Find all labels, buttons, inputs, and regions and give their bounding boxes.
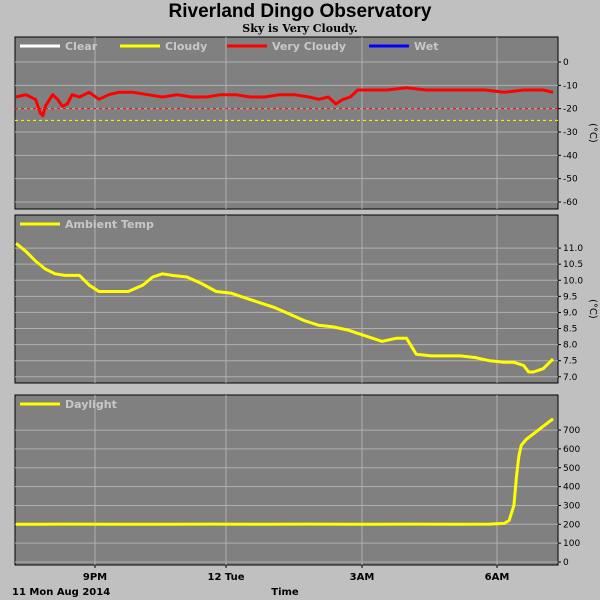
y-tick-label: 10.0 (563, 276, 583, 286)
y-tick-label: 8.0 (563, 341, 578, 351)
y-tick-label: 0 (563, 58, 569, 68)
panel-background-sky (14, 36, 559, 210)
y-tick-label: 0 (563, 558, 569, 568)
legend-label: Wet (414, 40, 438, 53)
legend-label: Clear (65, 40, 98, 53)
y-tick-label: 9.5 (563, 292, 577, 302)
page-title: Riverland Dingo Observatory (168, 1, 432, 22)
x-tick-label: 12 Tue (207, 572, 244, 583)
y-tick-label: 400 (563, 483, 580, 493)
y-tick-label: 10.5 (563, 260, 583, 270)
y-axis-unit-label: (°C) (587, 299, 598, 319)
y-tick-label: 700 (563, 426, 580, 436)
sky-status-subtitle: Sky is Very Cloudy. (242, 22, 358, 35)
x-tick-label: 3AM (350, 572, 375, 583)
y-tick-label: -30 (563, 128, 578, 138)
y-tick-label: 500 (563, 464, 580, 474)
y-tick-label: -10 (563, 81, 578, 91)
y-tick-label: 7.5 (563, 357, 577, 367)
legend-label: Very Cloudy (272, 40, 346, 53)
y-tick-label: 200 (563, 520, 580, 530)
x-tick-label: 9PM (83, 572, 107, 583)
y-tick-label: 11.0 (563, 244, 583, 254)
panel-ambient: 11.0 10.5 10.0 9.5 9.0 8.5 8.0 7.5 7.0 Ambient Te… (14, 214, 598, 384)
y-tick-label: 100 (563, 539, 580, 549)
y-tick-label: 9.0 (563, 308, 578, 318)
series-line-very-cloudy (15, 86, 554, 118)
panel-daylight: 700 600 500 400 300 200 100 0 Daylight 9PM 12 Tue 3… (14, 394, 580, 583)
y-tick-label: -60 (563, 198, 578, 208)
legend-label: Daylight (65, 398, 117, 411)
legend-label: Cloudy (165, 40, 207, 53)
y-tick-label: -20 (563, 105, 578, 115)
series-line-daylight (16, 417, 554, 526)
y-tick-label: 7.0 (563, 373, 578, 383)
panel-background-daylight (14, 394, 559, 566)
legend-label: Ambient Temp (65, 218, 154, 231)
y-tick-label: 600 (563, 445, 580, 455)
y-tick-label: 300 (563, 501, 580, 511)
y-tick-label: -40 (563, 151, 578, 161)
y-axis-unit-label: (°C) (587, 123, 598, 143)
panel-sky: 0 -10 -20 -30 -40 -50 -60 Clear Cloudy Very Cloud… (14, 36, 598, 210)
x-axis-label: Time (271, 587, 299, 598)
footer-date: 11 Mon Aug 2014 (12, 587, 110, 598)
series-line-ambient-temp (15, 242, 555, 374)
y-tick-label: -50 (563, 175, 578, 185)
y-tick-label: 8.5 (563, 325, 577, 335)
panel-background-ambient (14, 214, 559, 384)
x-tick-label: 6AM (485, 572, 510, 583)
